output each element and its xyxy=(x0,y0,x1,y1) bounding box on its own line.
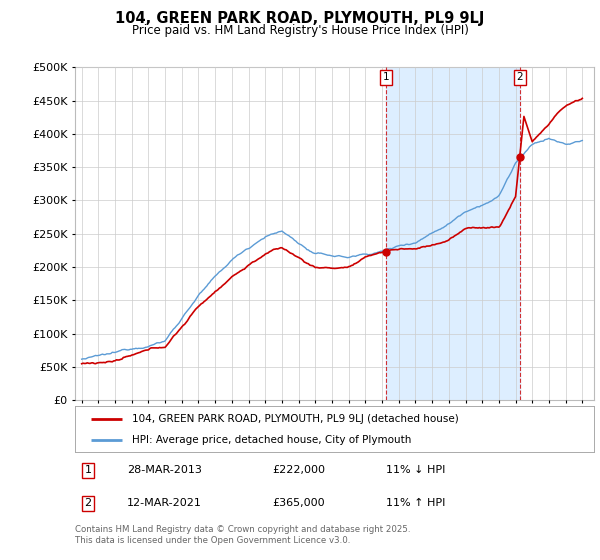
Text: £222,000: £222,000 xyxy=(272,465,325,475)
Text: Contains HM Land Registry data © Crown copyright and database right 2025.
This d: Contains HM Land Registry data © Crown c… xyxy=(75,525,410,545)
Bar xyxy=(386,67,520,400)
Text: 11% ↑ HPI: 11% ↑ HPI xyxy=(386,498,446,508)
Text: HPI: Average price, detached house, City of Plymouth: HPI: Average price, detached house, City… xyxy=(132,436,412,445)
Text: 2: 2 xyxy=(517,72,523,82)
Text: 1: 1 xyxy=(85,465,91,475)
Text: 104, GREEN PARK ROAD, PLYMOUTH, PL9 9LJ (detached house): 104, GREEN PARK ROAD, PLYMOUTH, PL9 9LJ … xyxy=(132,414,459,424)
Text: 104, GREEN PARK ROAD, PLYMOUTH, PL9 9LJ: 104, GREEN PARK ROAD, PLYMOUTH, PL9 9LJ xyxy=(115,11,485,26)
Text: 2: 2 xyxy=(85,498,92,508)
Text: 11% ↓ HPI: 11% ↓ HPI xyxy=(386,465,446,475)
Text: £365,000: £365,000 xyxy=(272,498,325,508)
Text: 12-MAR-2021: 12-MAR-2021 xyxy=(127,498,202,508)
Text: 28-MAR-2013: 28-MAR-2013 xyxy=(127,465,202,475)
Text: Price paid vs. HM Land Registry's House Price Index (HPI): Price paid vs. HM Land Registry's House … xyxy=(131,24,469,37)
Text: 1: 1 xyxy=(383,72,389,82)
